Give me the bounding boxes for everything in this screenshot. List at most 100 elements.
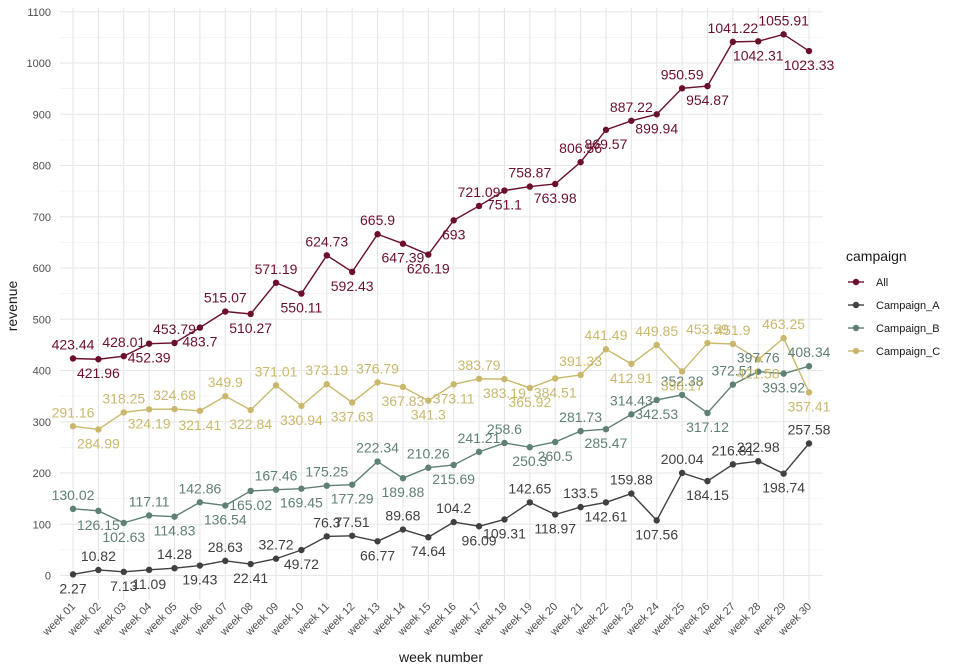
- data-point: [425, 534, 432, 541]
- data-label: 393.92: [762, 380, 805, 396]
- data-label: 352.38: [661, 373, 704, 389]
- data-label: 693: [442, 226, 466, 242]
- data-point: [247, 406, 254, 414]
- data-label: 483.7: [182, 334, 217, 350]
- data-point: [196, 562, 204, 569]
- data-label: 200.04: [661, 451, 704, 467]
- data-label: 210.26: [407, 446, 450, 462]
- data-label: 109.31: [483, 525, 526, 541]
- y-tick-label: 1100: [27, 7, 51, 19]
- data-point: [399, 474, 407, 482]
- data-point: [348, 399, 356, 406]
- data-point: [628, 117, 635, 124]
- data-point: [298, 402, 305, 410]
- data-label: 357.41: [788, 398, 831, 414]
- data-label: 449.85: [635, 323, 678, 339]
- data-point: [501, 516, 508, 523]
- data-point: [399, 526, 407, 533]
- data-point: [780, 31, 787, 38]
- data-label: 7.13: [110, 578, 137, 594]
- data-point: [69, 505, 77, 513]
- data-label: 322.84: [229, 416, 272, 432]
- y-tick-label: 700: [33, 212, 51, 224]
- data-label: 169.45: [280, 495, 323, 511]
- data-label: 257.58: [788, 421, 831, 437]
- data-point: [171, 513, 178, 520]
- data-label: 216.81: [711, 442, 754, 458]
- data-point: [552, 438, 559, 446]
- data-point: [196, 499, 204, 506]
- data-label: 260.5: [538, 448, 573, 464]
- data-point: [95, 507, 102, 515]
- data-point: [653, 111, 660, 118]
- data-label: 142.65: [508, 480, 551, 496]
- legend-key-point: [852, 347, 860, 355]
- series-line: [72, 365, 810, 524]
- data-point: [501, 439, 508, 447]
- data-point: [628, 360, 635, 368]
- data-label: 189.88: [382, 484, 425, 500]
- data-label: 571.19: [255, 261, 298, 277]
- data-label: 102.63: [102, 529, 145, 545]
- data-label: 383.79: [458, 357, 501, 373]
- data-label: 96.09: [462, 532, 497, 548]
- data-point: [145, 406, 153, 413]
- data-point: [247, 310, 254, 318]
- y-tick-label: 300: [33, 417, 51, 429]
- data-label: 222.98: [737, 439, 780, 455]
- data-point: [780, 370, 787, 377]
- data-point: [425, 397, 432, 404]
- data-point: [323, 252, 330, 259]
- series-line: [72, 33, 810, 360]
- data-label: 32.72: [259, 537, 294, 553]
- data-point: [171, 405, 178, 413]
- data-point: [501, 375, 508, 383]
- data-point: [805, 389, 813, 396]
- data-point: [374, 538, 381, 545]
- data-label: 887.22: [610, 99, 653, 115]
- data-label: 376.79: [356, 360, 399, 376]
- data-point: [526, 384, 534, 392]
- data-point: [577, 503, 584, 511]
- data-point: [755, 368, 762, 375]
- data-label: 367.83: [382, 393, 425, 409]
- data-label: 130.02: [52, 487, 95, 503]
- data-point: [653, 341, 660, 349]
- data-label: 118.97: [534, 521, 576, 537]
- data-point: [425, 464, 432, 471]
- data-label: 107.56: [635, 526, 678, 542]
- y-tick-label: 100: [33, 519, 51, 531]
- data-label: 950.59: [661, 66, 704, 82]
- x-axis-title: week number: [398, 649, 483, 665]
- data-point: [348, 532, 356, 539]
- data-label: 463.25: [762, 316, 805, 332]
- data-point: [171, 564, 178, 572]
- data-label: 317.12: [686, 419, 729, 435]
- data-point: [145, 340, 153, 347]
- legend-entry: All: [876, 277, 888, 289]
- series-lines: [72, 33, 810, 576]
- data-point: [145, 566, 153, 574]
- data-label: 1042.31: [733, 47, 784, 63]
- data-point: [475, 448, 483, 456]
- y-axis-title: revenue: [4, 280, 20, 331]
- data-point: [526, 444, 534, 451]
- data-label: 954.87: [686, 92, 729, 108]
- data-point: [247, 560, 254, 568]
- data-point: [272, 279, 280, 286]
- data-point: [805, 363, 813, 370]
- data-point: [196, 407, 204, 414]
- data-point: [678, 85, 686, 92]
- series-line: [72, 336, 810, 431]
- data-label: 453.59: [686, 321, 729, 337]
- data-label: 384.51: [534, 384, 577, 400]
- data-label: 423.44: [52, 336, 95, 352]
- data-point: [552, 375, 559, 382]
- data-point: [678, 391, 686, 399]
- data-point: [222, 502, 229, 509]
- data-point: [298, 546, 305, 554]
- data-label: 198.74: [762, 480, 805, 496]
